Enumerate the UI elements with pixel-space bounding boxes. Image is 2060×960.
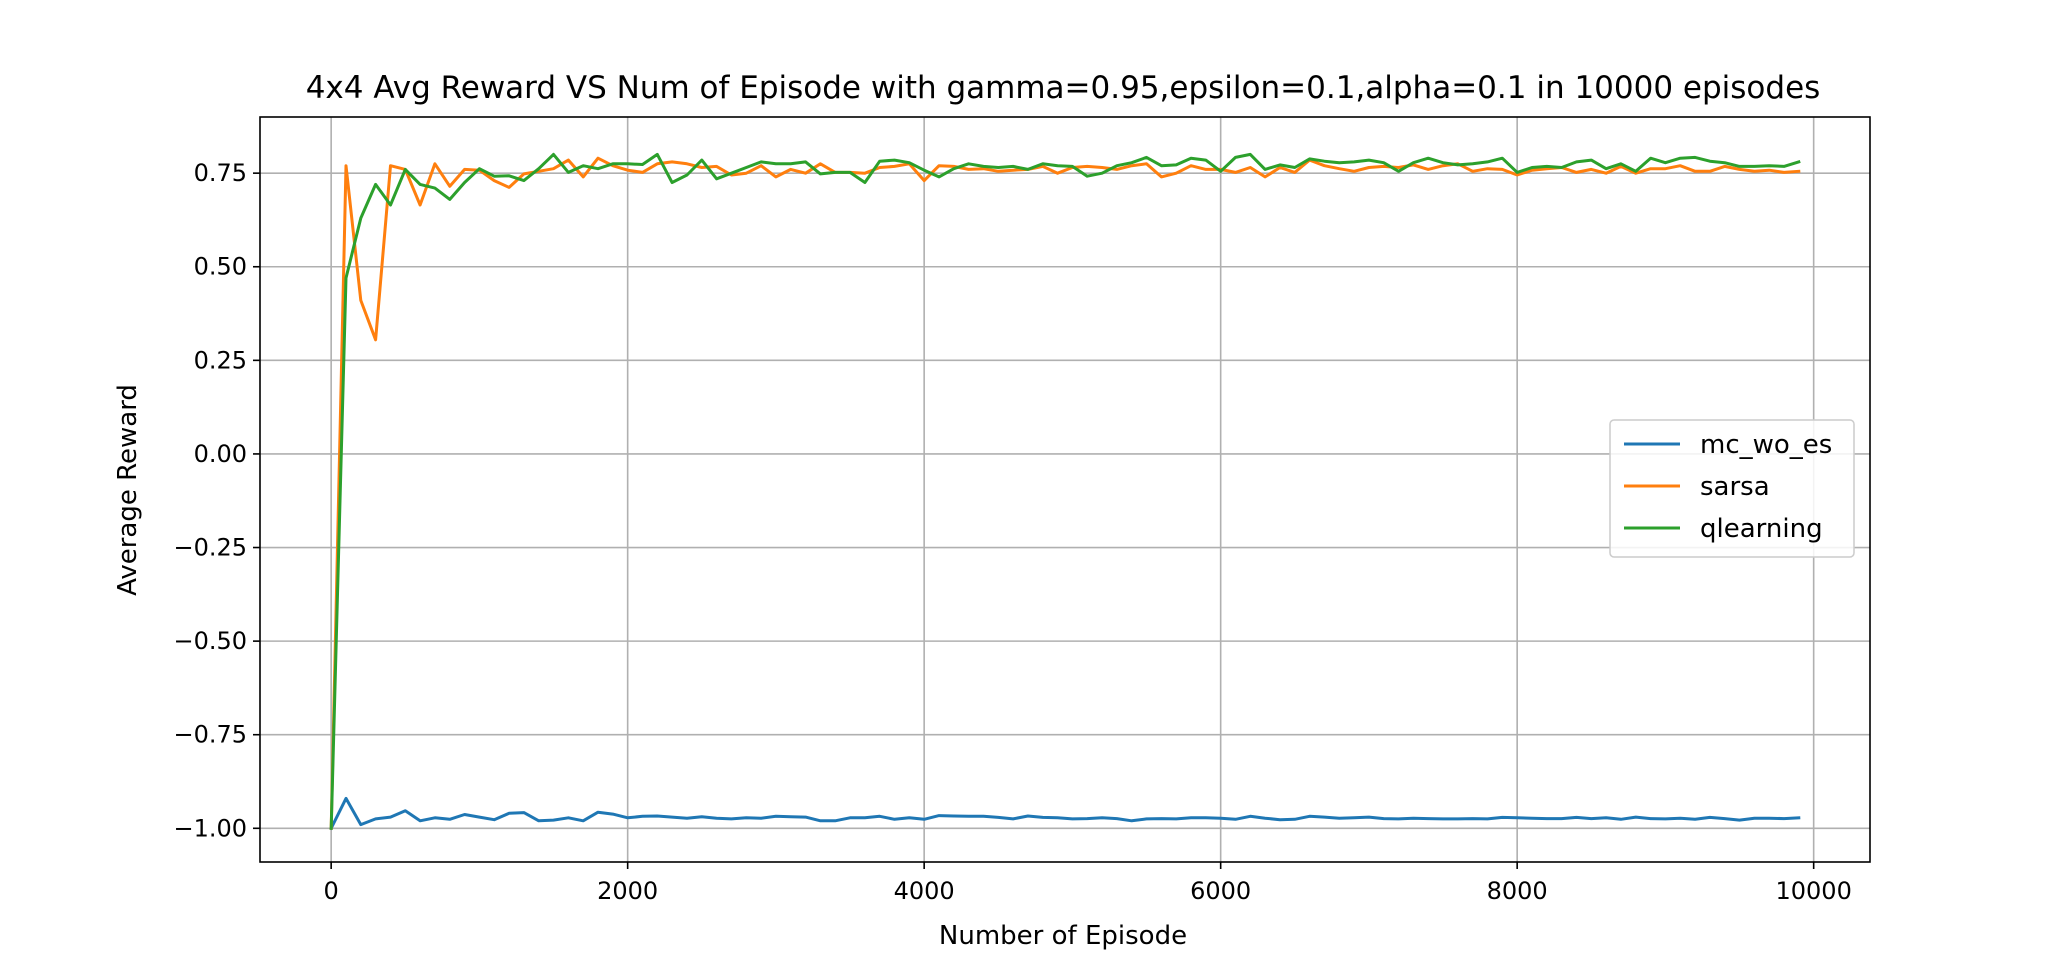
y-tick-label: 0.25: [194, 346, 247, 374]
legend-label-mc_wo_es: mc_wo_es: [1700, 430, 1832, 460]
x-tick-label: 2000: [597, 877, 658, 905]
chart-title: 4x4 Avg Reward VS Num of Episode with ga…: [306, 70, 1821, 106]
y-tick-label: 0.50: [194, 253, 247, 281]
x-axis-ticks: 0 2000 4000 6000 8000 10000: [324, 862, 1852, 905]
y-tick-label: −1.00: [173, 814, 247, 842]
y-tick-label: 0.00: [194, 440, 247, 468]
y-tick-label: −0.50: [173, 627, 247, 655]
legend-label-sarsa: sarsa: [1700, 472, 1770, 502]
y-tick-label: −0.25: [173, 534, 247, 562]
grid: [260, 117, 1870, 862]
legend-label-qlearning: qlearning: [1700, 514, 1823, 544]
x-axis-label: Number of Episode: [939, 921, 1187, 951]
x-tick-label: 10000: [1775, 877, 1851, 905]
y-tick-label: −0.75: [173, 721, 247, 749]
plot-frame: [259, 116, 1871, 863]
series-line-qlearning: [329, 152, 1801, 830]
y-axis-label: Average Reward: [113, 384, 143, 596]
legend-box: [1609, 419, 1855, 558]
x-tick-label: 8000: [1487, 877, 1548, 905]
series-lines: [329, 152, 1801, 831]
x-tick-label: 0: [324, 877, 339, 905]
series-line-mc_wo_es: [329, 796, 1801, 831]
x-tick-label: 4000: [894, 877, 955, 905]
y-tick-label: 0.75: [194, 159, 247, 187]
x-tick-label: 6000: [1190, 877, 1251, 905]
y-axis-ticks: −1.00 −0.75 −0.50 −0.25 0.00 0.25 0.50 0.75: [173, 159, 260, 842]
